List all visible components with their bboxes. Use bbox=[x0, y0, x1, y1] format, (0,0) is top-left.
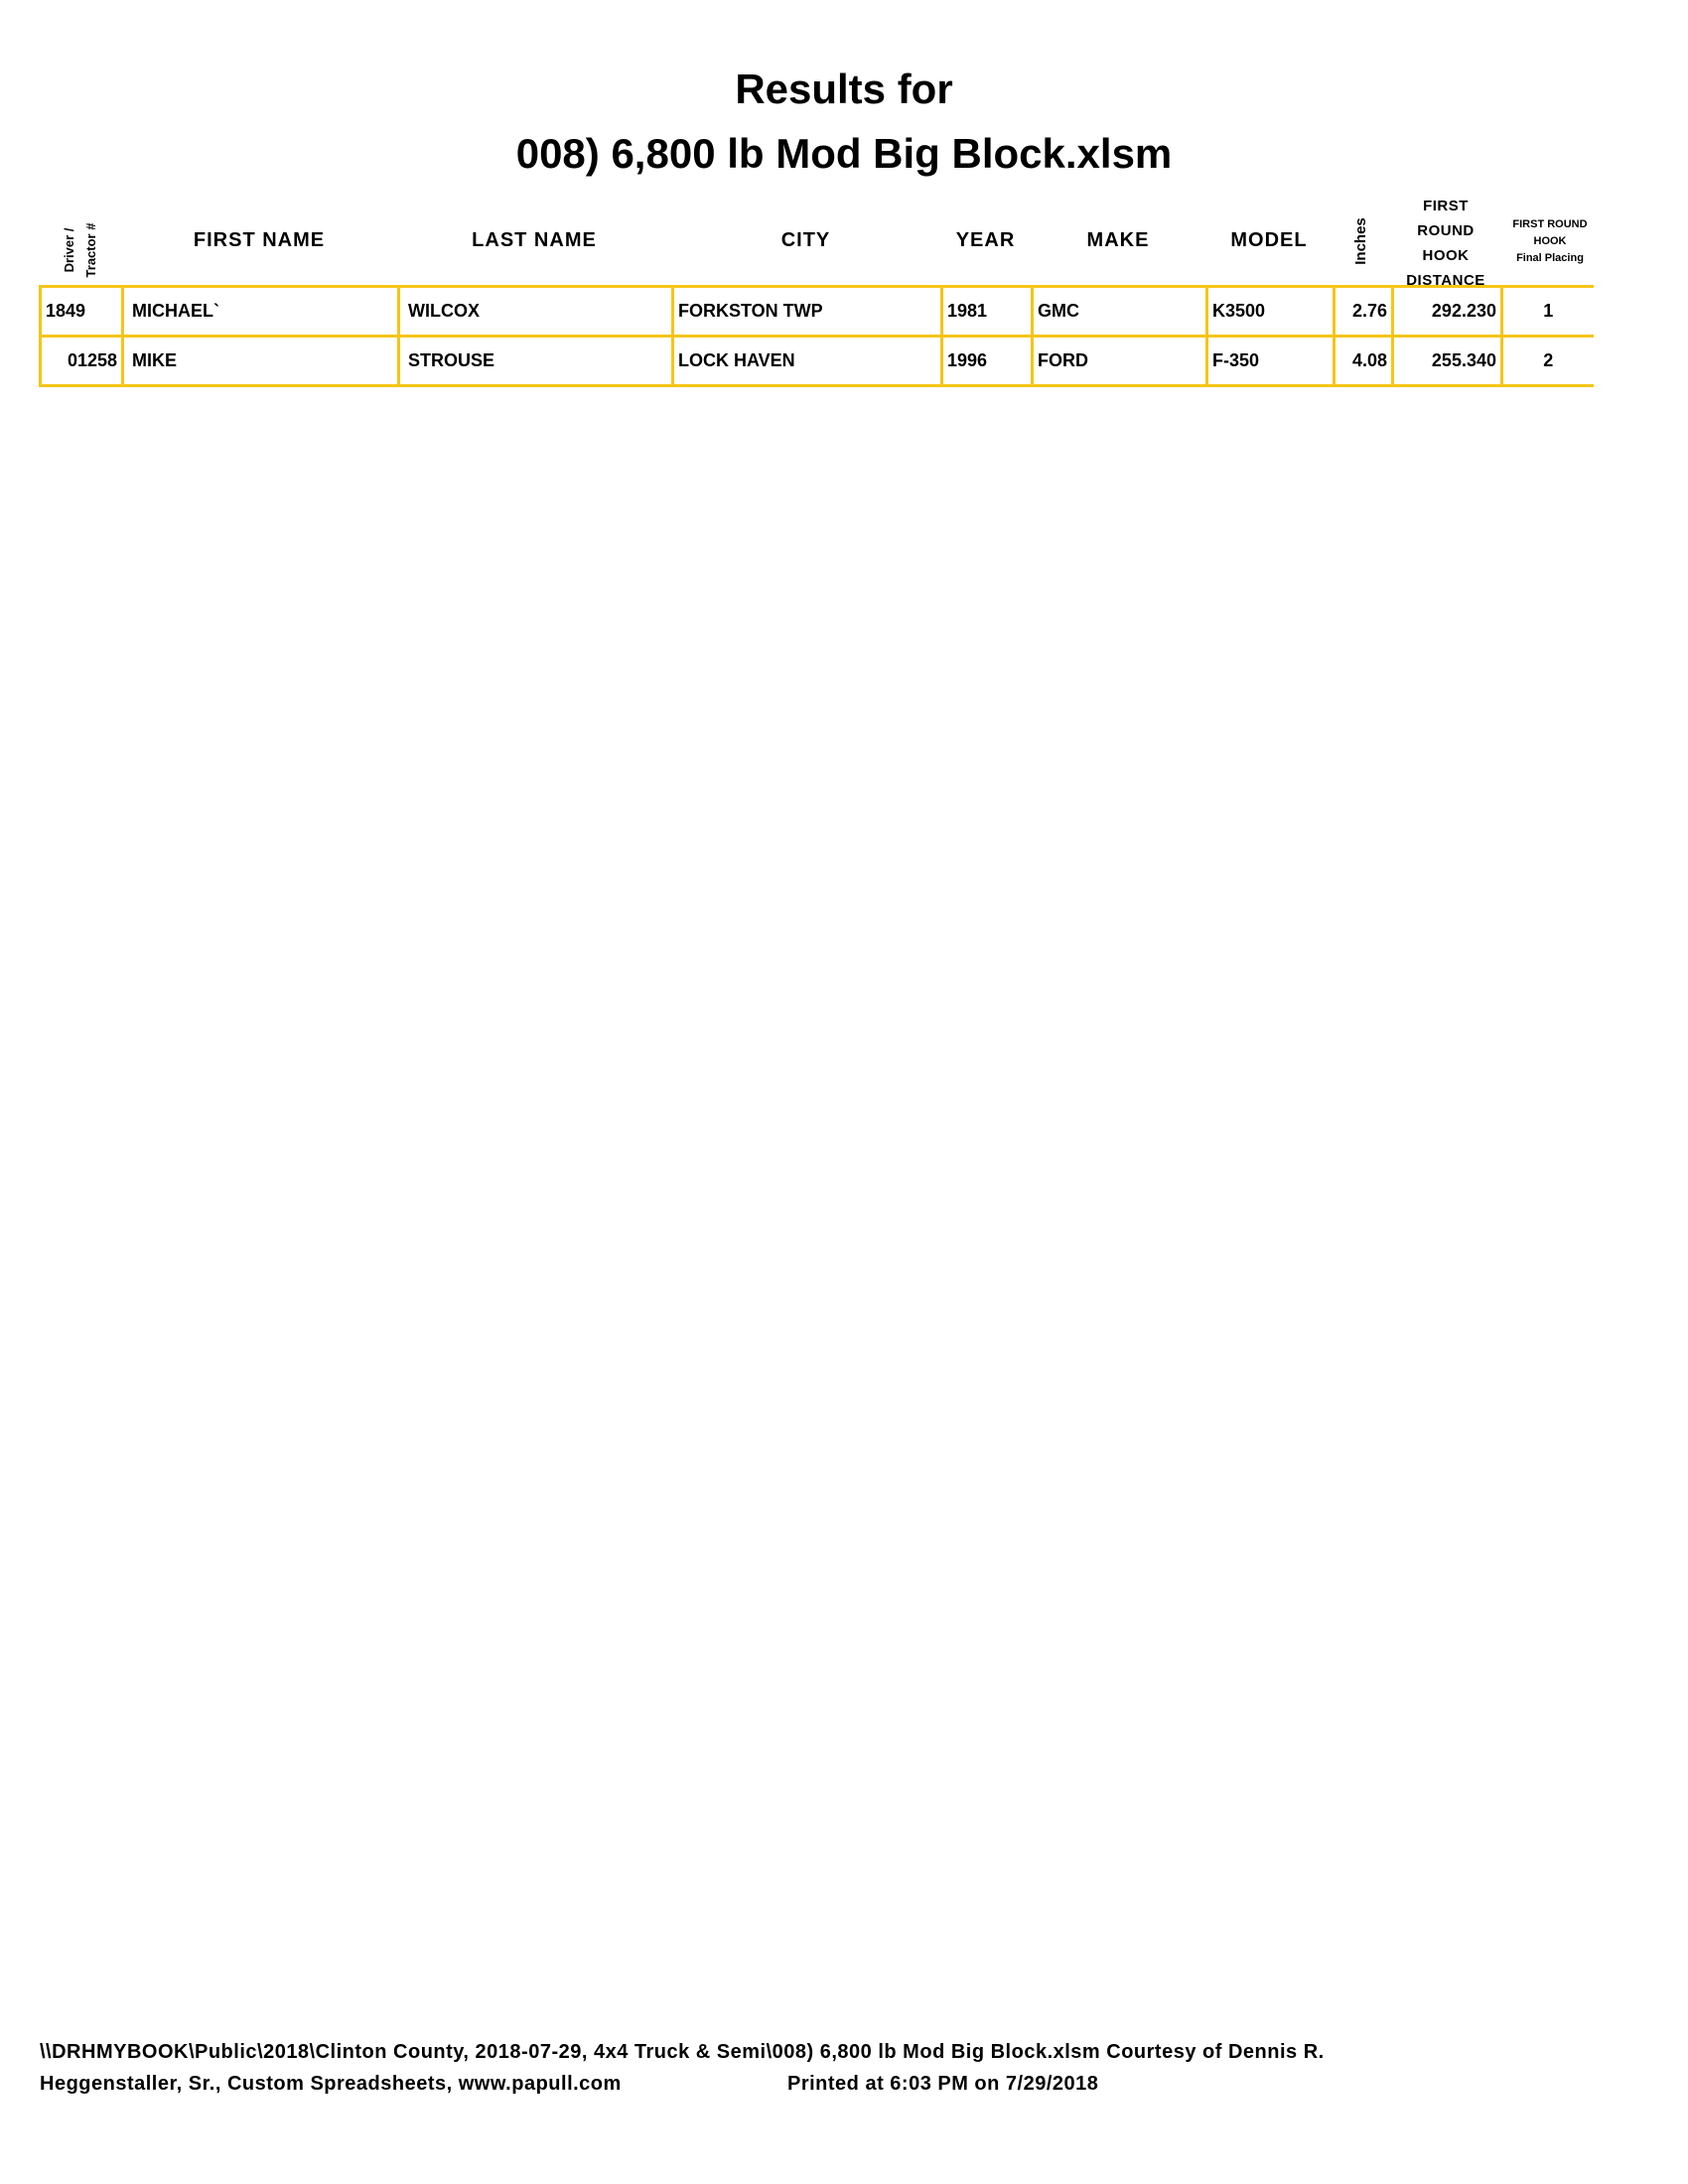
cell-city: FORKSTON TWP bbox=[671, 285, 943, 338]
cell-distance: 292.230 bbox=[1391, 285, 1503, 338]
footer-courtesy: Heggenstaller, Sr., Custom Spreadsheets,… bbox=[40, 2073, 622, 2095]
cell-number: 1849 bbox=[39, 285, 124, 338]
header-model: MODEL bbox=[1230, 229, 1308, 251]
header-placing-l1: FIRST ROUND bbox=[1512, 218, 1588, 230]
header-city: CITY bbox=[780, 229, 831, 251]
header-make: MAKE bbox=[1086, 229, 1150, 251]
header-driver-line1: Driver / bbox=[62, 227, 76, 273]
cell-make: GMC bbox=[1031, 285, 1208, 338]
cell-placing: 1 bbox=[1500, 285, 1594, 338]
cell-inches: 4.08 bbox=[1333, 335, 1394, 387]
cell-inches: 2.76 bbox=[1333, 285, 1394, 338]
title-line-1: Results for bbox=[735, 66, 953, 112]
header-distance: FIRST ROUND HOOK DISTANCE bbox=[1391, 194, 1500, 293]
cell-year: 1996 bbox=[940, 335, 1034, 387]
header-distance-l3: HOOK bbox=[1422, 247, 1470, 264]
header-last-name: LAST NAME bbox=[472, 229, 597, 251]
cell-number: 01258 bbox=[39, 335, 124, 387]
results-table: 1849 MICHAEL` WILCOX FORKSTON TWP 1981 G… bbox=[39, 285, 1594, 387]
header-placing-l3: Final Placing bbox=[1516, 252, 1584, 264]
header-driver-tractor: Driver / Tractor # bbox=[59, 210, 102, 290]
header-distance-l1: FIRST bbox=[1423, 198, 1469, 214]
cell-make: FORD bbox=[1031, 335, 1208, 387]
cell-model: K3500 bbox=[1205, 285, 1336, 338]
header-driver-line2: Tractor # bbox=[83, 222, 98, 278]
cell-year: 1981 bbox=[940, 285, 1034, 338]
cell-placing: 2 bbox=[1500, 335, 1594, 387]
cell-model: F-350 bbox=[1205, 335, 1336, 387]
footer-printed: Printed at 6:03 PM on 7/29/2018 bbox=[787, 2073, 1099, 2095]
table-row: 1849 MICHAEL` WILCOX FORKSTON TWP 1981 G… bbox=[39, 285, 1594, 338]
footer-path: \\DRHMYBOOK\Public\2018\Clinton County, … bbox=[40, 2041, 1325, 2063]
header-year: YEAR bbox=[955, 229, 1016, 251]
header-inches: Inches bbox=[1352, 217, 1369, 265]
cell-first-name: MICHAEL` bbox=[121, 285, 400, 338]
cell-first-name: MIKE bbox=[121, 335, 400, 387]
title-line-2: 008) 6,800 lb Mod Big Block.xlsm bbox=[515, 130, 1173, 177]
cell-distance: 255.340 bbox=[1391, 335, 1503, 387]
cell-last-name: STROUSE bbox=[397, 335, 674, 387]
cell-city: LOCK HAVEN bbox=[671, 335, 943, 387]
header-distance-l2: ROUND bbox=[1417, 222, 1475, 239]
header-distance-l4: DISTANCE bbox=[1406, 272, 1485, 289]
header-placing: FIRST ROUND HOOK Final Placing bbox=[1500, 216, 1600, 267]
header-placing-l2: HOOK bbox=[1533, 235, 1567, 247]
header-first-name: FIRST NAME bbox=[193, 229, 326, 251]
table-row: 01258 MIKE STROUSE LOCK HAVEN 1996 FORD … bbox=[39, 335, 1594, 387]
cell-last-name: WILCOX bbox=[397, 285, 674, 338]
